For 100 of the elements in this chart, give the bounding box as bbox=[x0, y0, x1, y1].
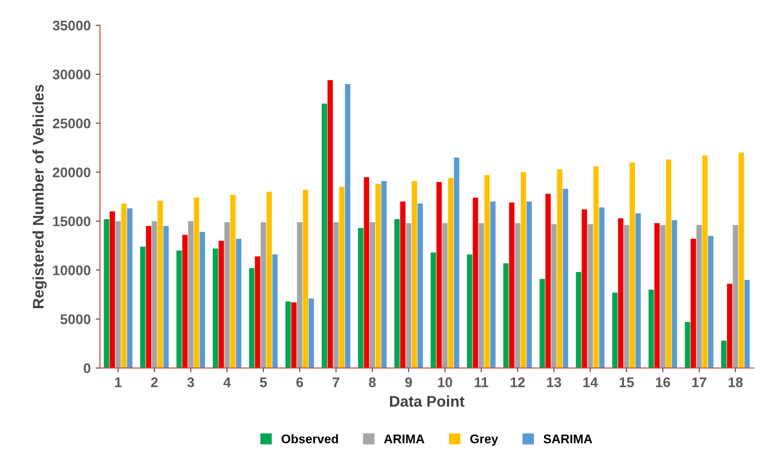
x-tick-label: 4 bbox=[223, 378, 231, 388]
bar bbox=[358, 228, 364, 368]
bar bbox=[308, 298, 314, 368]
bar bbox=[648, 290, 654, 368]
bar bbox=[344, 84, 350, 368]
y-tick-label: 5000 bbox=[60, 314, 90, 324]
y-tick-label: 30000 bbox=[52, 70, 90, 80]
bar bbox=[254, 256, 260, 368]
bar bbox=[588, 224, 593, 368]
bar bbox=[593, 166, 599, 368]
bar bbox=[576, 272, 582, 368]
bar bbox=[406, 223, 412, 368]
bar bbox=[478, 223, 484, 368]
legend-label: Observed bbox=[282, 434, 338, 444]
bar bbox=[654, 223, 660, 368]
bar bbox=[708, 236, 714, 368]
legend-label: SARIMA bbox=[544, 434, 592, 444]
bar bbox=[249, 268, 254, 368]
bar bbox=[188, 221, 194, 368]
bar bbox=[599, 207, 604, 368]
bar bbox=[115, 221, 121, 368]
y-axis-title: Registered Number of Vehicles bbox=[32, 84, 47, 308]
bar bbox=[618, 218, 624, 368]
bar bbox=[472, 198, 478, 368]
legend-label: ARIMA bbox=[384, 434, 424, 444]
bar bbox=[394, 219, 400, 368]
bar bbox=[200, 232, 206, 368]
x-tick-label: 8 bbox=[368, 377, 376, 388]
bar bbox=[218, 240, 224, 368]
x-tick-label: 18 bbox=[728, 377, 743, 388]
bar bbox=[381, 180, 387, 368]
bar bbox=[690, 238, 696, 368]
y-tick-label: 15000 bbox=[53, 216, 90, 226]
x-tick-label: 2 bbox=[151, 377, 158, 388]
y-tick-label: 0 bbox=[84, 363, 90, 374]
x-tick-label: 10 bbox=[438, 377, 452, 388]
bar bbox=[339, 186, 344, 368]
bar bbox=[612, 292, 618, 368]
bar bbox=[696, 225, 702, 368]
bar bbox=[436, 182, 442, 368]
bar bbox=[285, 301, 291, 368]
bar bbox=[635, 213, 641, 368]
bar bbox=[272, 254, 278, 368]
bar bbox=[291, 302, 297, 368]
y-tick-label: 35000 bbox=[52, 20, 90, 30]
y-tick-label: 10000 bbox=[53, 265, 90, 276]
bar bbox=[744, 280, 750, 368]
y-tick-label: 25000 bbox=[52, 118, 90, 128]
bar bbox=[503, 263, 509, 368]
bar bbox=[302, 190, 308, 368]
bar bbox=[630, 162, 636, 368]
x-tick-label: 6 bbox=[296, 377, 304, 388]
bar bbox=[146, 226, 152, 368]
bar bbox=[684, 322, 690, 368]
bar bbox=[660, 225, 666, 368]
legend-label: Grey bbox=[470, 434, 498, 446]
bar bbox=[140, 246, 146, 368]
x-tick-label: 14 bbox=[583, 378, 598, 388]
bar bbox=[520, 172, 526, 368]
bar bbox=[266, 192, 272, 368]
bar bbox=[322, 104, 328, 368]
bar bbox=[562, 188, 568, 368]
bar bbox=[375, 184, 381, 368]
bar bbox=[158, 200, 163, 368]
bar bbox=[418, 204, 423, 368]
bar bbox=[721, 340, 727, 368]
x-tick-label: 11 bbox=[474, 378, 488, 388]
x-tick-label: 17 bbox=[692, 378, 706, 388]
bar bbox=[370, 222, 375, 368]
bar bbox=[442, 223, 448, 368]
bar bbox=[557, 169, 562, 368]
x-tick-label: 13 bbox=[547, 377, 562, 388]
bar bbox=[194, 198, 200, 368]
bar bbox=[328, 80, 333, 368]
bar bbox=[110, 211, 115, 368]
bar bbox=[540, 278, 545, 368]
bar bbox=[182, 234, 188, 368]
bar bbox=[454, 157, 460, 368]
bar bbox=[448, 178, 454, 368]
x-tick-label: 12 bbox=[510, 377, 525, 388]
bar bbox=[672, 220, 678, 368]
bar bbox=[176, 250, 182, 368]
bar bbox=[412, 180, 418, 368]
bar bbox=[224, 222, 230, 368]
x-tick-label: 16 bbox=[656, 377, 670, 388]
x-tick-label: 15 bbox=[620, 378, 634, 388]
bar bbox=[666, 159, 672, 368]
bar bbox=[152, 221, 158, 368]
bar bbox=[551, 224, 557, 368]
bar bbox=[163, 226, 169, 368]
x-tick-label: 3 bbox=[187, 377, 194, 388]
x-tick-label: 9 bbox=[405, 377, 412, 388]
bar bbox=[726, 284, 732, 368]
bar bbox=[484, 175, 490, 368]
bar bbox=[490, 202, 496, 368]
bar bbox=[400, 202, 406, 368]
bar bbox=[509, 202, 514, 368]
x-tick-label: 1 bbox=[115, 378, 122, 388]
bar bbox=[624, 225, 630, 368]
y-tick-label: 20000 bbox=[52, 168, 90, 178]
